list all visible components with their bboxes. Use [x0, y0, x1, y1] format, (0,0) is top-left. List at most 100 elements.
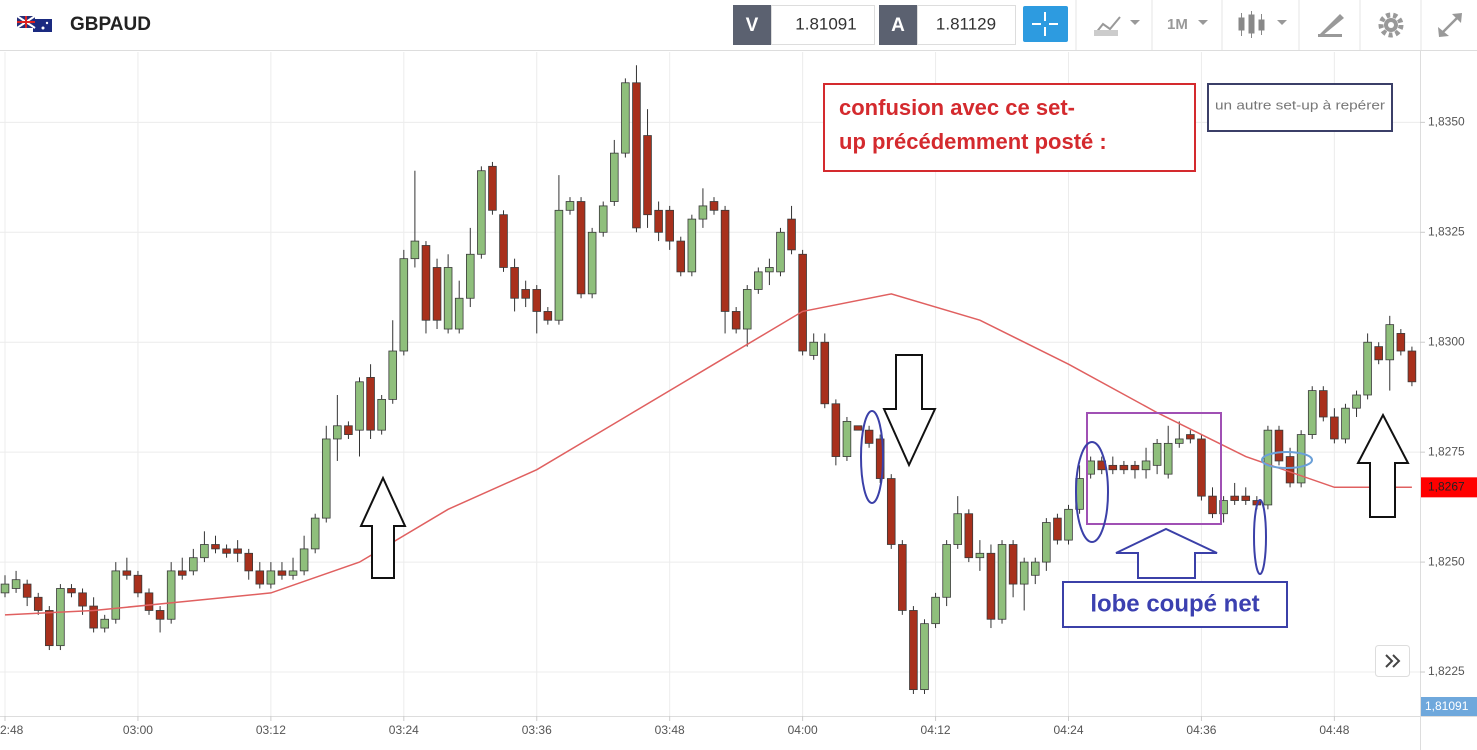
annotation-text: up précédemment posté : — [839, 129, 1107, 154]
settings-icon[interactable] — [1378, 12, 1404, 38]
annotations: confusion avec ce set- up précédemment p… — [359, 83, 1410, 677]
x-tick-label: 03:24 — [389, 723, 419, 737]
x-tick-label: 03:00 — [123, 723, 153, 737]
candle-body — [1363, 341, 1372, 396]
candle-body — [1053, 517, 1062, 541]
ellipses — [860, 410, 1313, 575]
candle-body — [144, 592, 154, 611]
chart-type-icon[interactable] — [1094, 16, 1121, 36]
candle-body — [532, 289, 542, 312]
candle-body — [78, 592, 87, 607]
y-tick-label: 1,8325 — [1428, 224, 1465, 238]
bid-box — [771, 5, 875, 45]
candle-body — [443, 267, 453, 330]
candle-body — [488, 165, 497, 211]
candle-body — [310, 517, 320, 550]
candle-body — [643, 135, 652, 216]
candle-body — [89, 605, 98, 629]
ask-button[interactable] — [879, 5, 917, 45]
candle-body — [765, 267, 774, 273]
x-tick-label: 04:48 — [1319, 723, 1349, 737]
candle-body — [1341, 407, 1350, 440]
bid-button[interactable] — [733, 5, 771, 45]
last-value-badge — [1421, 477, 1477, 498]
candle-body — [842, 420, 852, 457]
candle-body — [1307, 390, 1317, 435]
plot — [0, 65, 1417, 695]
candle-body — [333, 425, 342, 440]
candle-body — [222, 548, 231, 554]
candle-body — [100, 618, 109, 629]
candle-body — [576, 201, 586, 295]
y-tick-label: 1,8350 — [1428, 115, 1465, 129]
candle-body — [377, 398, 386, 431]
candle-body — [22, 583, 32, 598]
candle-body — [1175, 438, 1184, 444]
candle-body — [554, 209, 564, 321]
dropdown[interactable] — [1277, 20, 1287, 25]
bid-badge-label: 1,81091 — [1425, 699, 1469, 713]
flag — [16, 15, 52, 32]
ask-value: 1.81129 — [936, 14, 996, 33]
candle-body — [610, 152, 619, 202]
candle-body — [787, 218, 796, 251]
x-tick-label: 04:00 — [788, 723, 818, 737]
candle-body — [754, 271, 763, 290]
candle-body — [1152, 442, 1162, 466]
candle-body — [1330, 416, 1339, 440]
candle-body — [366, 377, 375, 431]
candle-body — [344, 425, 353, 435]
candle-body — [1296, 434, 1306, 484]
candle-body — [410, 240, 420, 260]
candle-body — [1396, 333, 1406, 352]
x-tick-label: 03:48 — [655, 723, 685, 737]
ask-label: A — [891, 15, 905, 36]
candle-body — [1241, 495, 1251, 501]
candle-body — [720, 209, 730, 312]
candle-body — [200, 544, 209, 559]
candle-body — [1352, 394, 1361, 409]
annotation-text: lobe coupé net — [1090, 590, 1259, 617]
dropdown[interactable] — [1198, 20, 1208, 25]
candle-body — [665, 209, 674, 242]
candle-body — [1385, 324, 1395, 361]
drawing-icon[interactable] — [1318, 14, 1344, 37]
candle-body — [11, 579, 21, 589]
candle-body — [909, 610, 918, 691]
candle-body — [886, 478, 896, 545]
timeframe[interactable]: 1M — [1167, 16, 1188, 33]
candle-body — [864, 429, 874, 444]
candle-body — [543, 311, 553, 321]
candle-body — [133, 574, 143, 594]
candle-body — [742, 289, 752, 330]
candle-body — [598, 205, 608, 233]
candle-body — [654, 209, 663, 233]
candle-body — [1285, 456, 1295, 484]
bid-badge — [1421, 697, 1477, 716]
dropdown[interactable] — [1130, 20, 1140, 25]
candle-body — [299, 548, 309, 572]
crosshair-button[interactable] — [1023, 6, 1068, 42]
candle-body — [931, 596, 940, 625]
candle-body — [942, 544, 951, 598]
candle-body — [421, 245, 431, 321]
candle-body — [499, 214, 508, 268]
candle-body — [510, 267, 519, 299]
annotation-text: un autre set-up à repérer — [1215, 98, 1385, 112]
candle-body — [266, 570, 276, 585]
candle-body — [986, 552, 996, 620]
candle-body — [155, 610, 165, 620]
x-tick-label: 03:12 — [256, 723, 286, 737]
scroll-icon — [1385, 654, 1401, 668]
candle-body — [809, 341, 818, 356]
candle-body — [1219, 500, 1228, 515]
candle-body — [1042, 522, 1051, 563]
candle-body — [1108, 464, 1118, 471]
x-tick-label: 04:36 — [1186, 723, 1216, 737]
fullscreen-icon[interactable] — [1438, 13, 1462, 37]
candle-body — [255, 570, 265, 585]
candle-body — [432, 267, 442, 321]
candle-icon[interactable] — [1238, 11, 1265, 38]
ask-box — [917, 5, 1016, 45]
candle-body — [1263, 429, 1273, 506]
